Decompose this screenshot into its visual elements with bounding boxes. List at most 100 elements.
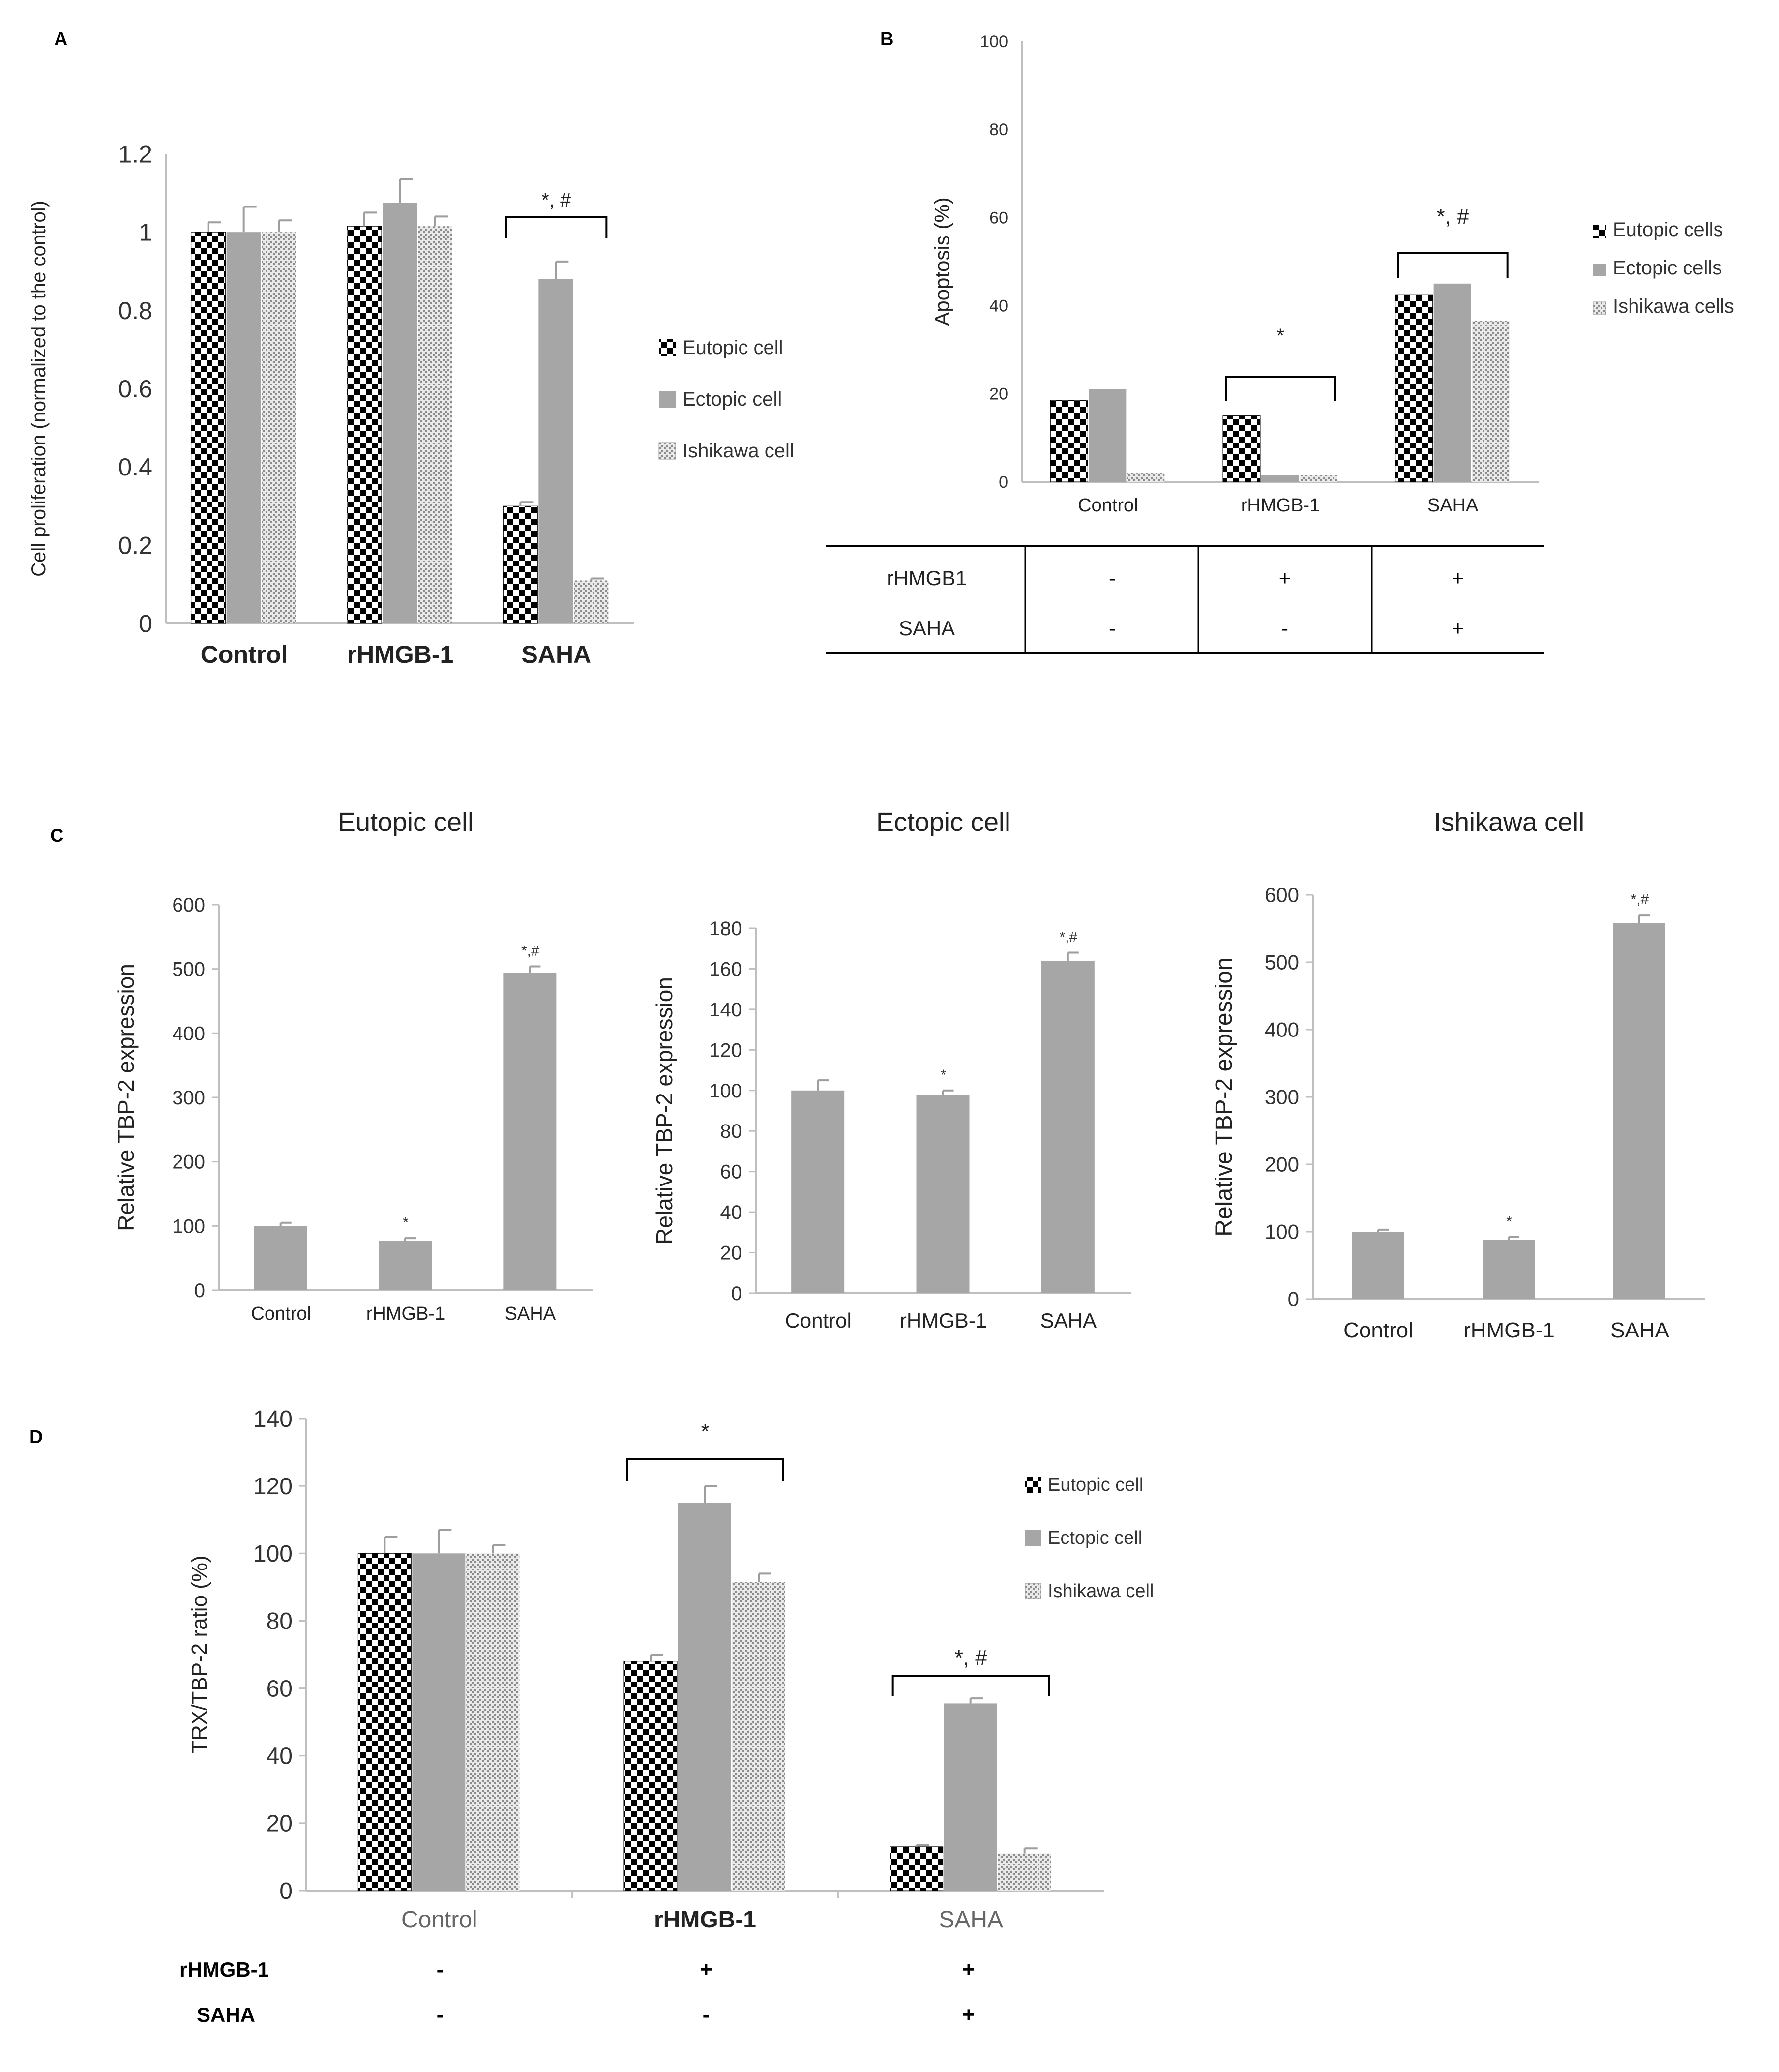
chart-d-legend-swatch-eutopic-cell <box>1025 1477 1041 1493</box>
table-b-row2-val2: - <box>1281 617 1288 640</box>
chart-c2-y-tick-label: 60 <box>720 1161 742 1183</box>
chart-b-legend-swatch-ectopic-cells <box>1593 264 1606 276</box>
chart-d-x-tick-label: rHMGB-1 <box>654 1907 756 1933</box>
chart-c1-y-tick-label: 600 <box>172 894 205 916</box>
chart-a-bar-ishikawa-cell-rhmgb-1 <box>418 226 452 624</box>
chart-b-x-tick-label: SAHA <box>1427 495 1479 516</box>
chart-c3-title: Ishikawa cell <box>1434 807 1584 837</box>
chart-d-bar-eutopic-cell-saha <box>890 1846 944 1891</box>
panel-label-c: C <box>50 826 63 846</box>
chart-a-bar-ishikawa-cell-control <box>262 232 296 624</box>
chart-d-significance-bracket <box>626 1458 784 1481</box>
chart-a-bar-eutopic-cell-saha <box>503 505 538 624</box>
chart-d-bar-ectopic-cell-saha <box>944 1703 997 1891</box>
chart-c2-bar-tbp-2-saha <box>1041 960 1095 1293</box>
chart-c1-x-tick-label: rHMGB-1 <box>366 1303 445 1324</box>
chart-d-significance-label: *, # <box>955 1646 988 1670</box>
chart-d-legend-label-ectopic-cell: Ectopic cell <box>1048 1528 1142 1548</box>
table-d-row1-val1: - <box>437 1957 444 1982</box>
chart-d-y-tick-label: 120 <box>253 1474 293 1500</box>
chart-c3-y-tick-label: 500 <box>1265 951 1299 974</box>
chart-c1-title: Eutopic cell <box>338 807 474 837</box>
chart-c2-y-tick-label: 140 <box>709 999 742 1021</box>
chart-b-significance-label: *, # <box>1437 205 1470 229</box>
chart-b-x-tick-label: rHMGB-1 <box>1241 495 1320 516</box>
chart-b-legend-swatch-eutopic-cells <box>1593 225 1606 238</box>
chart-d-significance-bracket <box>891 1675 1050 1696</box>
chart-c1-y-tick-label: 500 <box>172 959 205 980</box>
chart-b-bar-ectopic-cells-rhmgb-1 <box>1261 475 1299 482</box>
chart-b-y-tick-label: 40 <box>989 297 1008 316</box>
table-d-row1-label: rHMGB-1 <box>179 1958 269 1981</box>
chart-a-bar-eutopic-cell-control <box>191 232 226 624</box>
chart-b-y-tick-label: 100 <box>980 32 1008 51</box>
chart-c2-annotation: * <box>941 1067 947 1083</box>
chart-a-y-tick-label: 0.2 <box>118 532 152 559</box>
chart-b-bar-eutopic-cells-rhmgb-1 <box>1222 415 1261 482</box>
chart-c2-y-tick-label: 80 <box>720 1121 742 1142</box>
charts-layer: 0 0.2 0.4 0.6 0.8 1 1.2 Cell proliferation (nor… <box>28 32 1734 1933</box>
chart-c1-bar-tbp-2-control <box>254 1226 307 1290</box>
chart-a-y-label: Cell proliferation (normalized to the co… <box>28 201 50 577</box>
chart-a-bar-ectopic-cell-control <box>226 232 261 624</box>
chart-b-bar-eutopic-cells-control <box>1050 400 1088 482</box>
chart-c2-x-tick-label: rHMGB-1 <box>900 1309 987 1332</box>
table-d-row1-val2: + <box>700 1957 712 1982</box>
chart-d-bar-eutopic-cell-rhmgb-1 <box>623 1661 678 1891</box>
chart-c1-y-tick-label: 300 <box>172 1087 205 1109</box>
chart-c3-bar-tbp-2-saha <box>1613 923 1665 1299</box>
chart-c1-x-tick-label: Control <box>251 1303 311 1324</box>
chart-c3-y-tick-label: 600 <box>1265 884 1299 907</box>
chart-b-significance-bracket <box>1397 252 1509 278</box>
chart-c3-x-tick-label: Control <box>1343 1318 1413 1342</box>
chart-c3-y-label: Relative TBP-2 expression <box>1211 957 1237 1236</box>
chart-b-bar-ectopic-cells-saha <box>1433 283 1471 482</box>
chart-c2-title: Ectopic cell <box>876 807 1010 837</box>
chart-b-y-tick-label: 20 <box>989 385 1008 404</box>
table-b-row1-val3: + <box>1452 566 1464 590</box>
chart-c2-y-tick-label: 180 <box>709 918 742 940</box>
chart-d-bar-ishikawa-cell-rhmgb-1 <box>732 1582 785 1891</box>
chart-c2-y-tick-label: 20 <box>720 1243 742 1264</box>
chart-c1-y-tick-label: 400 <box>172 1023 205 1044</box>
chart-c1-y-label: Relative TBP-2 expression <box>113 964 139 1231</box>
chart-b-x-tick-label: Control <box>1078 495 1138 516</box>
chart-c1-bar-tbp-2-rhmgb-1 <box>379 1241 432 1290</box>
chart-d-x-tick-label: SAHA <box>939 1907 1003 1933</box>
chart-a-significance-bracket <box>505 216 608 238</box>
chart-a-legend-swatch-ishikawa-cell <box>658 442 676 460</box>
chart-a-y-tick-label: 1.2 <box>118 141 152 168</box>
chart-c3-y-tick-label: 100 <box>1265 1220 1299 1243</box>
table-d-row2-val1: - <box>437 2003 444 2027</box>
chart-d-legend-swatch-ishikawa-cell <box>1025 1583 1041 1599</box>
chart-c3-bar-tbp-2-rhmgb-1 <box>1482 1240 1535 1299</box>
chart-c2-y-tick-label: 100 <box>709 1080 742 1102</box>
chart-c1-y-tick-label: 100 <box>172 1215 205 1237</box>
table-b-row2-val3: + <box>1452 617 1464 640</box>
chart-a-y-tick-label: 0.4 <box>118 453 152 481</box>
chart-a-bar-ectopic-cell-rhmgb-1 <box>383 203 417 624</box>
chart-c1-x-tick-label: SAHA <box>505 1303 556 1324</box>
chart-a-legend-label-eutopic-cell: Eutopic cell <box>682 337 783 358</box>
chart-c1-bar-tbp-2-saha <box>503 973 557 1290</box>
chart-c3-x-tick-label: SAHA <box>1610 1318 1669 1342</box>
chart-c3-x-tick-label: rHMGB-1 <box>1463 1318 1555 1342</box>
chart-c3-annotation: * <box>1506 1214 1512 1230</box>
chart-c2-bar-tbp-2-control <box>791 1090 845 1293</box>
chart-d-legend-label-eutopic-cell: Eutopic cell <box>1048 1475 1143 1495</box>
table-b-row1-label: rHMGB1 <box>887 566 967 590</box>
chart-a-y-tick-label: 0 <box>139 610 152 638</box>
table-b-row2-label: SAHA <box>899 617 955 640</box>
chart-d-y-tick-label: 40 <box>267 1744 293 1770</box>
chart-d-legend-label-ishikawa-cell: Ishikawa cell <box>1048 1581 1154 1601</box>
chart-b-legend-label-ishikawa-cells: Ishikawa cells <box>1613 296 1734 317</box>
chart-b-bar-ishikawa-cells-saha <box>1472 321 1510 482</box>
chart-c2-x-tick-label: Control <box>785 1309 851 1332</box>
chart-d-significance-label: * <box>701 1420 709 1444</box>
table-d-row2-val2: - <box>703 2003 710 2027</box>
chart-c3-y-tick-label: 200 <box>1265 1153 1299 1176</box>
chart-b-bar-ectopic-cells-control <box>1089 389 1127 482</box>
chart-c3-y-tick-label: 400 <box>1265 1018 1299 1041</box>
table-d-row1-val3: + <box>962 1957 975 1982</box>
chart-b-significance-label: * <box>1276 325 1284 347</box>
